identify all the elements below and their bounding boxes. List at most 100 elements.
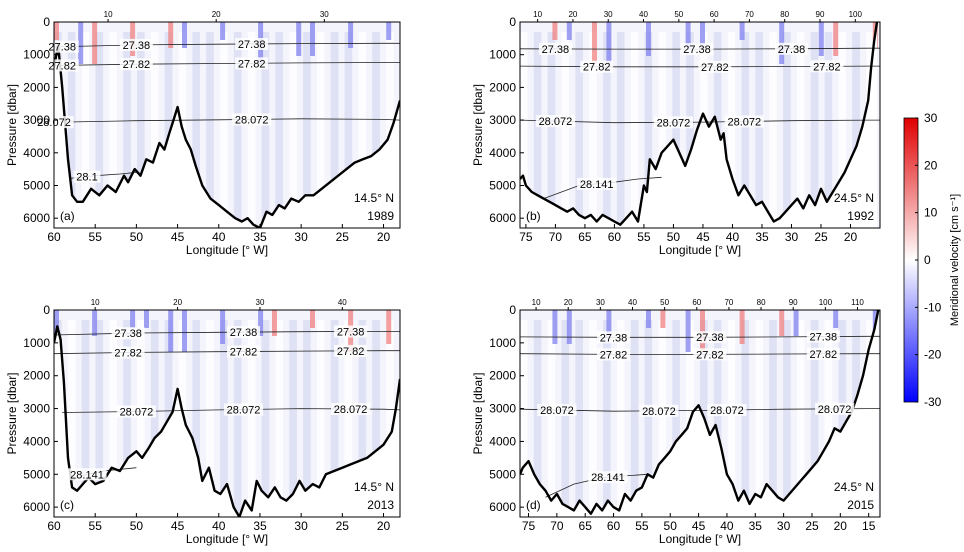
x-tick-label: 70 (550, 519, 564, 533)
chart-panel-c: 27.38 27.38 27.38 27.82 27.82 27.82 28.072 28.0… (5, 298, 401, 546)
seafloor-fill (54, 326, 400, 517)
axes-frame (519, 309, 881, 518)
velocity-band (344, 32, 353, 228)
station-label: 50 (660, 298, 669, 307)
isopycnal-label: 27.82 (600, 349, 628, 361)
velocity-band (358, 320, 367, 517)
y-tick-label: 5000 (489, 179, 516, 193)
x-tick-label: 30 (294, 519, 308, 533)
velocity-band (755, 32, 763, 228)
velocity-band (810, 32, 819, 228)
isopycnal-label: 27.82 (696, 349, 724, 361)
y-tick-label: 6000 (489, 211, 516, 225)
surface-jet (348, 22, 354, 48)
surface-jet (646, 310, 651, 328)
velocity-band (109, 320, 117, 517)
velocity-band (344, 320, 353, 517)
velocity-band (317, 320, 325, 517)
surface-jet (386, 22, 392, 40)
surface-jet (386, 310, 392, 344)
x-tick-label: 15 (862, 519, 876, 533)
surface-jet (272, 310, 277, 336)
velocity-band (261, 320, 270, 517)
isopycnal-label: 28.141 (580, 179, 614, 191)
surface-jet (144, 310, 149, 328)
surface-jet (739, 310, 745, 344)
velocity-band (150, 320, 159, 517)
isopycnal-label: 27.82 (701, 62, 729, 74)
station-label: 10 (532, 298, 541, 307)
isopycnal-label: 27.82 (48, 60, 76, 72)
x-tick-label: 55 (635, 519, 649, 533)
isopycnal-label-bg (580, 60, 614, 73)
velocity-band (741, 320, 750, 517)
x-tick-label: 20 (377, 519, 391, 533)
y-tick-label: 1000 (23, 336, 50, 350)
isopycnal-label: 27.38 (48, 42, 76, 54)
surface-jet (552, 310, 558, 344)
isopycnal-label: 28.141 (70, 469, 104, 481)
velocity-band (824, 32, 833, 228)
surface-jet (700, 310, 705, 352)
velocity-band (575, 320, 583, 517)
year-label: 2013 (367, 498, 394, 512)
isopycnal-label-bg (693, 331, 727, 344)
velocity-band (233, 32, 242, 228)
velocity-band (109, 32, 117, 228)
station-label: 60 (692, 298, 701, 307)
station-label: 90 (789, 298, 798, 307)
surface-jet (818, 22, 824, 56)
x-tick-label: 45 (696, 230, 710, 244)
isopycnal-label: 27.82 (123, 59, 151, 71)
velocity-band (783, 32, 791, 228)
isopycnal-label-bg (232, 113, 272, 126)
station-label: 30 (596, 298, 605, 307)
isopycnal-label-bg (111, 346, 145, 359)
isopycnal-line (520, 47, 880, 50)
x-tick-label: 65 (579, 519, 593, 533)
axes-frame (53, 309, 401, 518)
velocity-band (630, 32, 639, 228)
station-label: 100 (819, 298, 833, 307)
isopycnal-label: 28.072 (334, 404, 368, 416)
surface-jet (833, 22, 839, 56)
velocity-band (520, 32, 528, 228)
y-tick-label: 6000 (23, 500, 50, 514)
isopycnal-label-bg (535, 115, 575, 128)
y-tick-label: 0 (509, 303, 516, 317)
x-tick-label: 65 (578, 230, 592, 244)
velocity-band (533, 320, 542, 517)
x-tick-label: 30 (777, 519, 791, 533)
x-tick-label: 50 (130, 519, 144, 533)
surface-jet (258, 310, 264, 336)
isopycnal-label: 28.072 (227, 405, 261, 417)
isopycnal-label-bg (810, 60, 844, 73)
station-label: 100 (849, 10, 863, 19)
y-axis-title: Pressure [dbar] (5, 84, 19, 166)
isopycnal-label: 27.38 (230, 327, 258, 339)
colorbar-tick-label: 0 (924, 253, 931, 267)
isopycnal-label-bg (639, 404, 679, 417)
velocity-band (95, 320, 104, 517)
y-tick-label: 5000 (23, 467, 50, 481)
velocity-band (838, 32, 847, 228)
station-label: 30 (604, 10, 613, 19)
surface-jet (793, 310, 799, 336)
velocity-band (192, 320, 200, 517)
station-label: 70 (745, 10, 754, 19)
axes-frame (53, 21, 401, 229)
station-label: 50 (674, 10, 683, 19)
velocity-band (95, 32, 104, 228)
y-tick-label: 4000 (23, 146, 50, 160)
velocity-band (303, 320, 311, 517)
panel-letter: (d) (526, 498, 541, 512)
seafloor-fill (54, 44, 400, 228)
surface-jet (685, 310, 691, 352)
velocity-band (741, 32, 750, 228)
y-tick-label: 6000 (489, 500, 516, 514)
isopycnal-label-bg (119, 58, 153, 71)
velocity-band (603, 32, 611, 228)
isopycnal-label-bg (111, 327, 145, 340)
x-tick-label: 45 (692, 519, 706, 533)
x-tick-label: 40 (720, 519, 734, 533)
